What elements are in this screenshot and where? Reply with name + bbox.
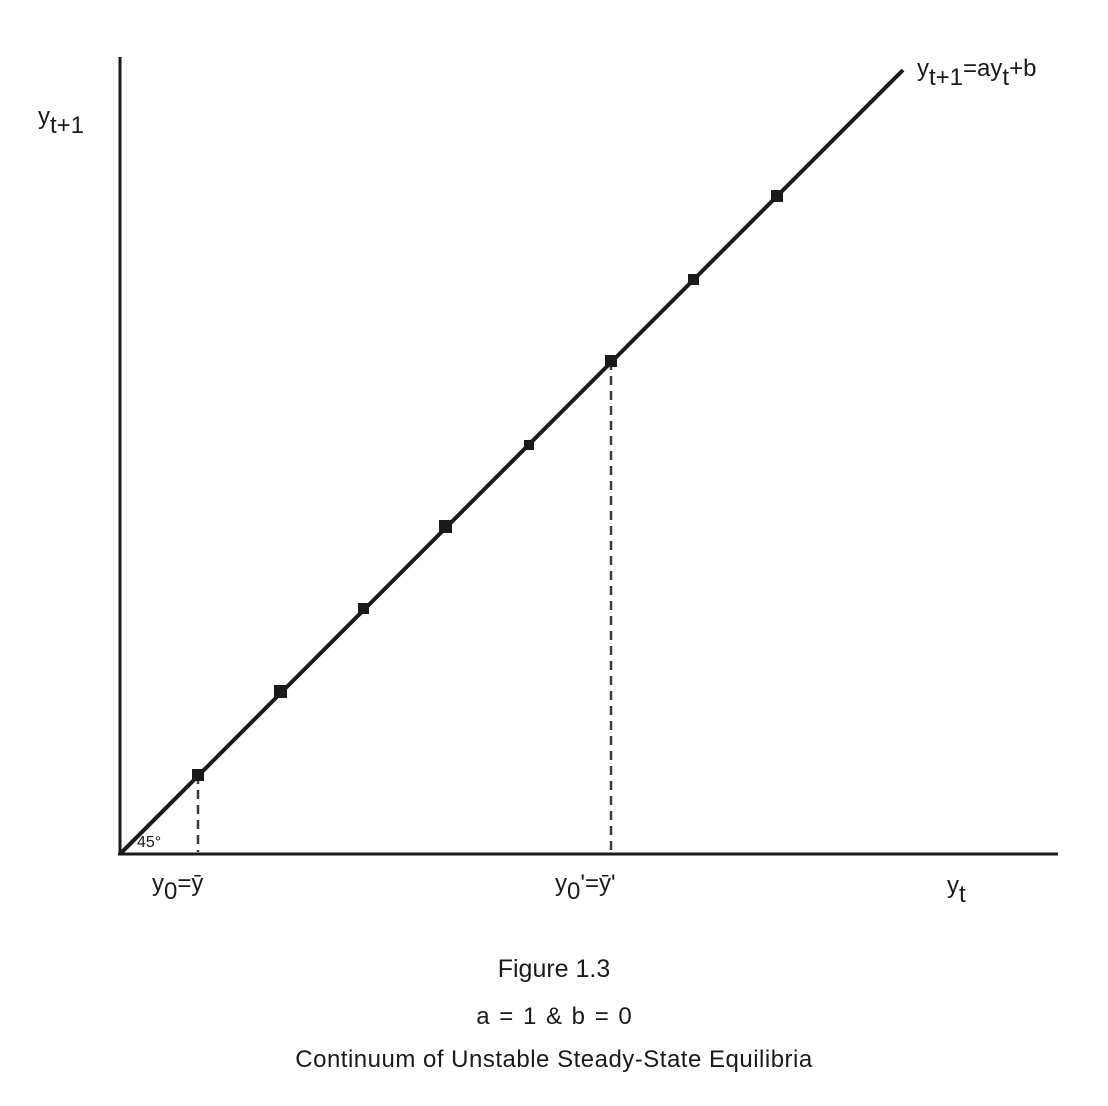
first-equilibrium-label: y0=ȳ	[152, 870, 203, 905]
second-equilibrium-label: y0'=ȳ'	[555, 870, 616, 905]
steady-state-point	[192, 769, 204, 781]
line-equation-label: yt+1=ayt+b	[917, 55, 1036, 91]
x-axis-label: yt	[947, 872, 966, 908]
steady-state-point	[439, 520, 452, 533]
steady-state-point	[688, 274, 699, 285]
steady-state-point	[274, 685, 287, 698]
angle-label: 45°	[137, 834, 161, 851]
steady-state-point	[524, 440, 534, 450]
figure-subtitle: Continuum of Unstable Steady-State Equil…	[295, 1046, 813, 1073]
steady-state-point	[771, 190, 783, 202]
figure-number: Figure 1.3	[497, 955, 611, 983]
parameter-values: a = 1 & b = 0	[476, 1003, 632, 1030]
forty-five-degree-line	[118, 68, 905, 856]
steady-state-point	[605, 355, 617, 367]
steady-state-point	[358, 603, 369, 614]
y-axis-label: yt+1	[38, 103, 84, 139]
